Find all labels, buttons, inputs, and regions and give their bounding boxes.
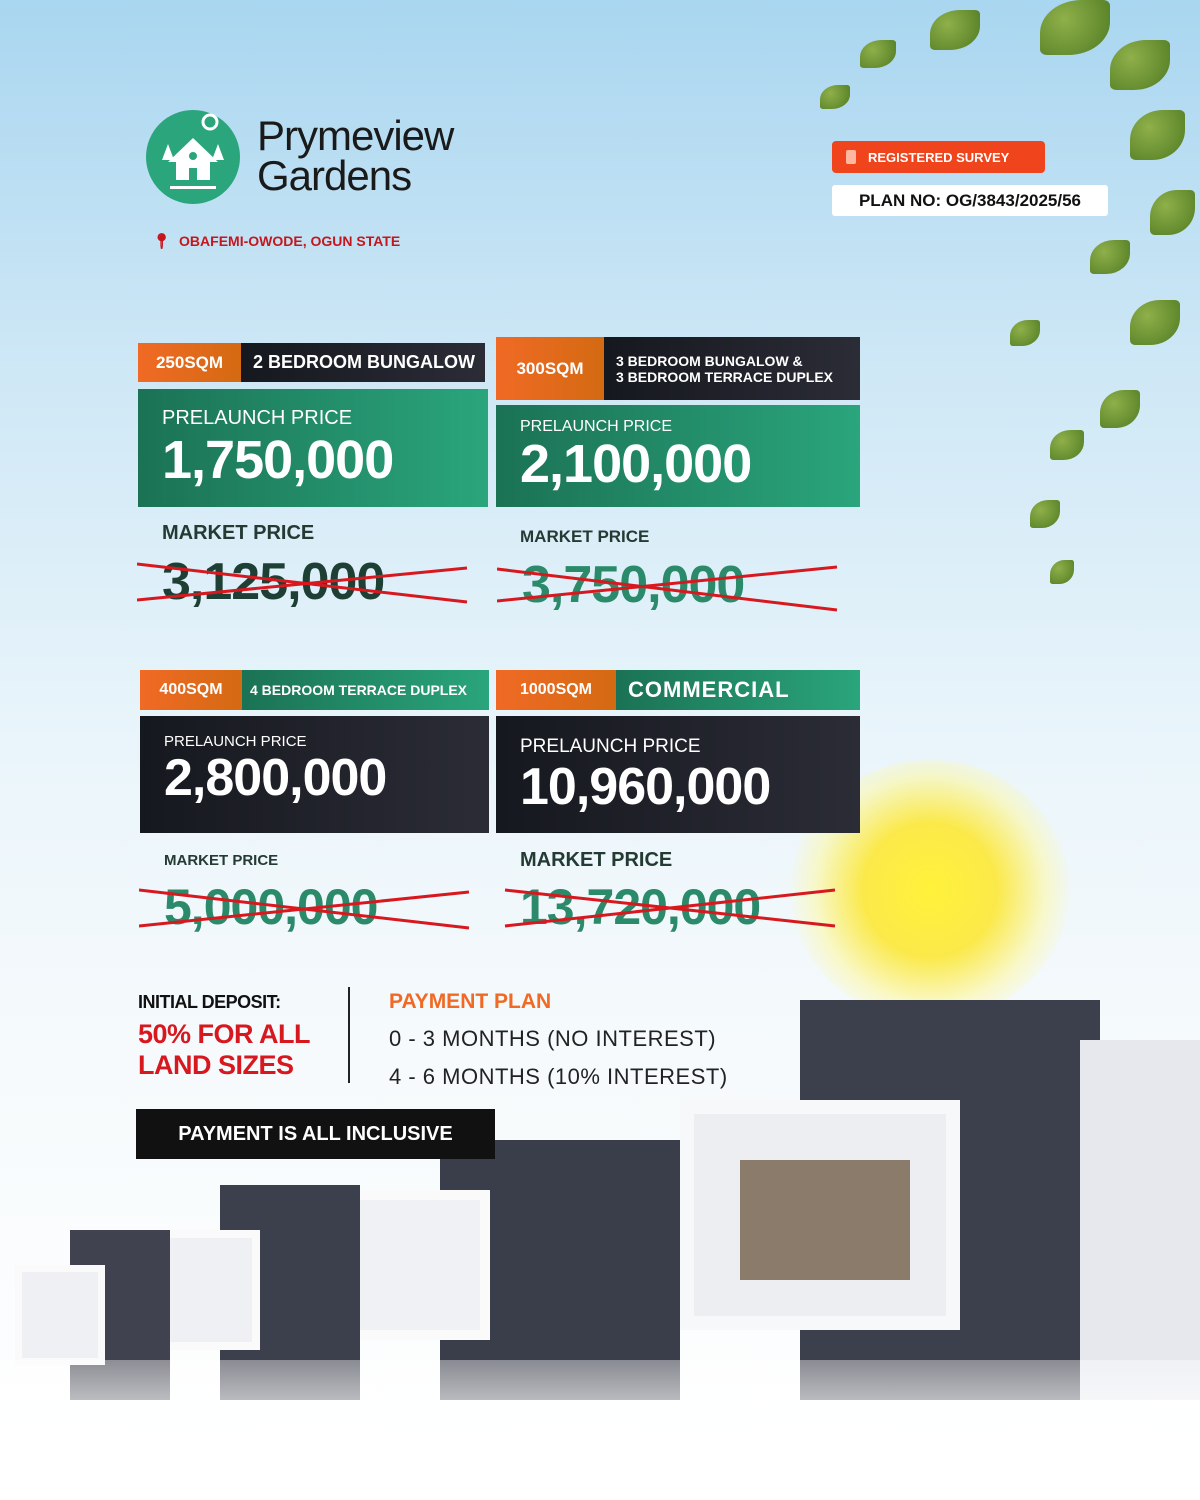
strikethrough-lines — [497, 565, 838, 612]
strikethrough-lines — [139, 888, 470, 930]
prelaunch-price: 2,800,000 — [164, 749, 387, 807]
card-250-prelaunch: PRELAUNCH PRICE 1,750,000 — [138, 389, 488, 507]
card-300-prelaunch: PRELAUNCH PRICE 2,100,000 — [496, 405, 860, 507]
prelaunch-label: PRELAUNCH PRICE — [520, 418, 673, 435]
badge-label: REGISTERED SURVEY — [868, 149, 1010, 165]
type-label: 4 BEDROOM TERRACE DUPLEX — [242, 670, 489, 710]
strikethrough-lines — [504, 888, 836, 928]
market-price: 13,720,000 — [520, 879, 761, 935]
type-label: 2 BEDROOM BUNGALOW — [241, 343, 485, 382]
market-price-struck: 3,750,000 — [497, 555, 838, 615]
payment-plan-title: PAYMENT PLAN — [389, 990, 552, 1013]
strikethrough-lines — [137, 562, 468, 604]
market-label: MARKET PRICE — [162, 522, 315, 544]
divider — [348, 987, 350, 1083]
card-1000-prelaunch: PRELAUNCH PRICE 10,960,000 — [496, 716, 860, 833]
payment-plan-item: 4 - 6 MONTHS (10% INTEREST) — [389, 1064, 728, 1089]
market-price-struck: 5,000,000 — [139, 878, 470, 936]
payment-plan-item: 0 - 3 MONTHS (NO INTEREST) — [389, 1026, 717, 1051]
brand-line1: Prymeview — [257, 112, 454, 159]
type-label-line1: 3 BEDROOM BUNGALOW & — [616, 352, 803, 369]
market-label: MARKET PRICE — [520, 849, 673, 871]
map-pin-icon: 📍︎ — [152, 233, 172, 250]
market-price-struck: 13,720,000 — [504, 878, 836, 936]
market-label: MARKET PRICE — [520, 527, 650, 546]
type-label: COMMERCIAL — [616, 670, 860, 710]
brand-name: Prymeview Gardens — [257, 112, 454, 199]
logo — [146, 110, 240, 204]
plan-number: PLAN NO: OG/3843/2025/56 — [832, 185, 1108, 216]
prelaunch-price: 2,100,000 — [520, 434, 752, 494]
card-300-tag: 300SQM 3 BEDROOM BUNGALOW & 3 BEDROOM TE… — [496, 337, 860, 400]
size-label: 1000SQM — [496, 670, 616, 710]
size-label: 300SQM — [496, 337, 604, 400]
size-label: 250SQM — [138, 343, 241, 382]
location-text: OBAFEMI-OWODE, OGUN STATE — [179, 233, 401, 249]
market-price-struck: 3,125,000 — [137, 552, 468, 612]
location: 📍︎ OBAFEMI-OWODE, OGUN STATE — [152, 232, 400, 250]
market-label: MARKET PRICE — [164, 852, 279, 869]
all-inclusive-banner: PAYMENT IS ALL INCLUSIVE — [136, 1109, 495, 1159]
prelaunch-price: 10,960,000 — [520, 758, 771, 816]
prelaunch-price: 1,750,000 — [162, 430, 394, 490]
payment-plan: PAYMENT PLAN 0 - 3 MONTHS (NO INTEREST) … — [389, 990, 728, 1090]
prelaunch-label: PRELAUNCH PRICE — [520, 736, 701, 757]
deposit-label: INITIAL DEPOSIT: — [138, 992, 281, 1012]
prelaunch-label: PRELAUNCH PRICE — [164, 733, 307, 750]
registered-survey-badge: REGISTERED SURVEY — [832, 141, 1045, 173]
deposit-line1: 50% FOR ALL — [138, 1019, 311, 1049]
card-250-tag: 250SQM 2 BEDROOM BUNGALOW — [138, 343, 485, 382]
type-label-line2: 3 BEDROOM TERRACE DUPLEX — [616, 368, 834, 385]
house-trees-icon — [162, 113, 224, 189]
document-icon — [846, 150, 856, 164]
card-400-tag: 400SQM 4 BEDROOM TERRACE DUPLEX — [140, 670, 489, 710]
card-400-prelaunch: PRELAUNCH PRICE 2,800,000 — [140, 716, 489, 833]
market-price: 3,125,000 — [162, 553, 385, 611]
prelaunch-label: PRELAUNCH PRICE — [162, 407, 353, 429]
size-label: 400SQM — [140, 670, 242, 710]
brand-line2: Gardens — [257, 152, 412, 199]
initial-deposit: INITIAL DEPOSIT: 50% FOR ALL LAND SIZES — [138, 992, 311, 1081]
deposit-line2: LAND SIZES — [138, 1050, 294, 1080]
card-1000-tag: 1000SQM COMMERCIAL — [496, 670, 860, 710]
market-price: 5,000,000 — [164, 879, 378, 935]
